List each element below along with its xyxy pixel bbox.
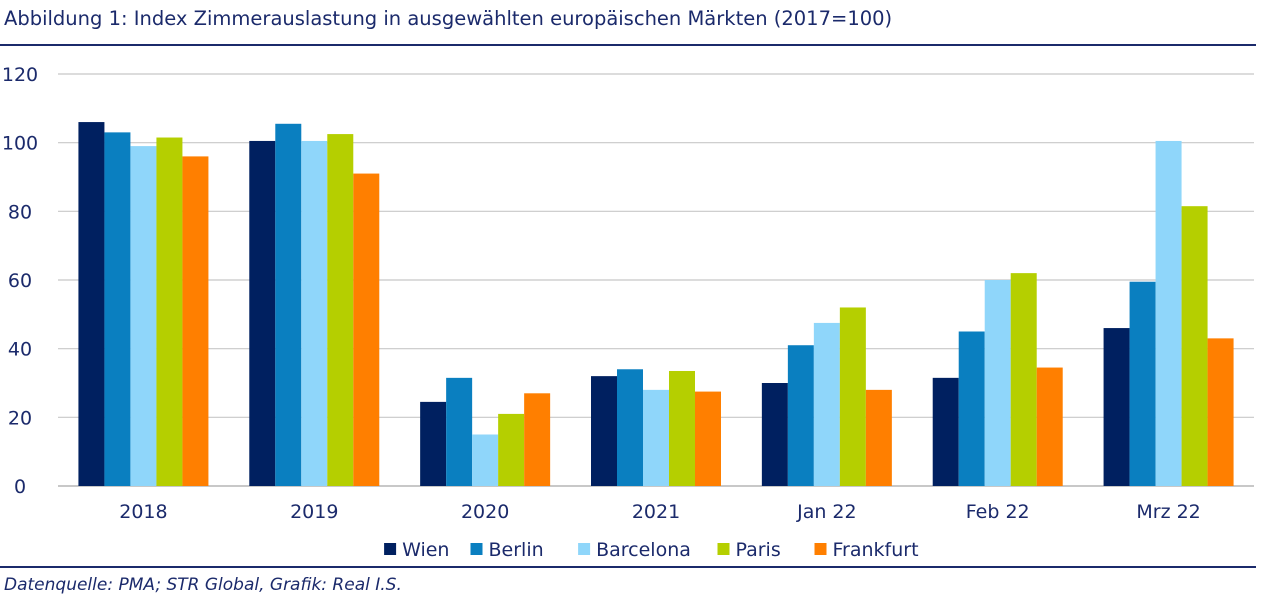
- bar-paris-2020: [498, 413, 525, 486]
- chart-title: Abbildung 1: Index Zimmerauslastung in a…: [4, 7, 893, 30]
- legend-label-barcelona: Barcelona: [596, 539, 691, 561]
- bar-frankfurt-feb-22: [1036, 367, 1063, 486]
- bar-paris-mrz-22: [1181, 206, 1208, 486]
- bar-paris-feb-22: [1010, 273, 1037, 486]
- legend: Wien Berlin Barcelona Paris Frankfurt: [384, 539, 919, 561]
- x-tick-label: 2020: [461, 501, 509, 523]
- bar-frankfurt-2018: [182, 156, 209, 486]
- bar-barcelona-feb-22: [984, 280, 1011, 486]
- bar-barcelona-jan-22: [813, 322, 840, 486]
- x-tick-label: 2019: [290, 501, 338, 523]
- legend-swatch-wien: [384, 543, 397, 555]
- bar-paris-2021: [669, 370, 695, 486]
- bar-berlin-2018: [104, 132, 131, 486]
- y-tick-label: 80: [8, 201, 32, 223]
- legend-label-berlin: Berlin: [489, 539, 544, 561]
- bar-barcelona-2020: [472, 434, 499, 486]
- bar-berlin-2019: [275, 123, 302, 487]
- bar-barcelona-2018: [130, 146, 157, 486]
- y-tick-label: 40: [8, 339, 32, 361]
- legend-label-frankfurt: Frankfurt: [833, 539, 919, 561]
- legend-swatch-berlin: [470, 543, 483, 555]
- bar-wien-2019: [249, 140, 276, 486]
- bar-barcelona-2021: [643, 389, 669, 486]
- bar-wien-2021: [591, 376, 617, 486]
- y-tick-label: 60: [8, 270, 32, 292]
- source-note: Datenquelle: PMA; STR Global, Grafik: Re…: [4, 575, 402, 595]
- title-divider: [0, 44, 1256, 46]
- x-tick-label: 2021: [632, 501, 680, 523]
- y-tick-label: 20: [8, 407, 32, 429]
- bar-frankfurt-2021: [695, 391, 721, 486]
- y-tick-label: 120: [2, 64, 38, 86]
- legend-swatch-paris: [717, 543, 730, 555]
- bar-frankfurt-2020: [524, 393, 551, 486]
- bar-barcelona-mrz-22: [1155, 140, 1182, 486]
- legend-label-paris: Paris: [736, 539, 781, 561]
- bar-wien-2020: [420, 401, 447, 486]
- x-tick-label: 2018: [119, 501, 167, 523]
- bar-frankfurt-2019: [353, 173, 380, 487]
- bar-wien-mrz-22: [1103, 328, 1130, 486]
- bar-frankfurt-jan-22: [865, 389, 892, 486]
- x-tick-label: Jan 22: [796, 501, 857, 523]
- y-axis-ticks: 0 20 40 60 80 100 120: [2, 64, 38, 498]
- source-divider: [0, 566, 1256, 568]
- x-tick-label: Mrz 22: [1136, 501, 1200, 523]
- x-axis-ticks: 2018 2019 2020 2021 Jan 22 Feb 22 Mrz 22: [119, 501, 1201, 523]
- y-tick-label: 100: [2, 133, 38, 155]
- bar-wien-feb-22: [932, 377, 959, 486]
- bar-paris-2019: [327, 134, 354, 487]
- bar-berlin-2021: [617, 369, 643, 486]
- bar-wien-jan-22: [761, 383, 788, 486]
- bar-paris-2018: [156, 137, 183, 486]
- bar-wien-2018: [78, 122, 105, 487]
- bars: [78, 122, 1234, 487]
- y-tick-label: 0: [14, 476, 26, 498]
- bar-berlin-mrz-22: [1129, 281, 1156, 486]
- bar-paris-jan-22: [839, 307, 866, 486]
- bar-barcelona-2019: [301, 140, 328, 486]
- bar-berlin-feb-22: [958, 331, 985, 486]
- bar-chart: 0 20 40 60 80 100 120 2018 2019 2020 2021 Jan 22 Fe…: [2, 64, 1254, 561]
- legend-swatch-frankfurt: [814, 543, 827, 555]
- x-tick-label: Feb 22: [966, 501, 1030, 523]
- bar-berlin-2020: [446, 377, 473, 486]
- bar-berlin-jan-22: [787, 345, 814, 486]
- bar-frankfurt-mrz-22: [1207, 338, 1234, 486]
- legend-label-wien: Wien: [402, 539, 449, 561]
- legend-swatch-barcelona: [578, 543, 591, 555]
